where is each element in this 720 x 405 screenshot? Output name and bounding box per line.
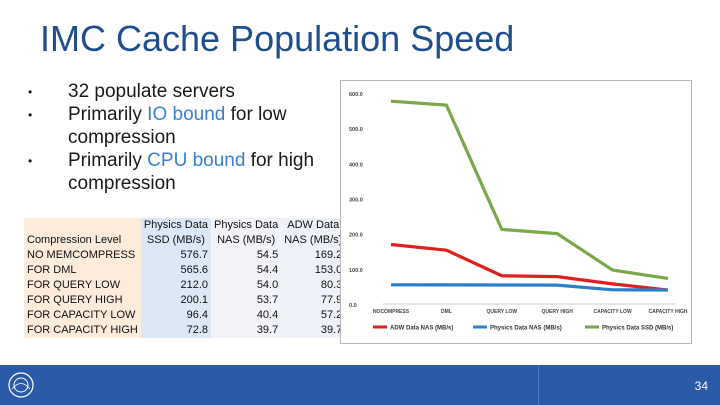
bullet-item: • 32 populate servers [28,80,328,103]
bullet-text: Primarily [68,104,148,125]
table-row: NO MEMCOMPRESS 576.7 54.5 169.2 [24,248,346,263]
table-header-cell: NAS (MB/s) [211,233,282,248]
table-cell: 153.0 [281,263,346,278]
bullet-text: for high compression [68,150,315,194]
table-cell: FOR CAPACITY HIGH [24,323,141,338]
x-tick-label: DML [441,309,452,315]
table-cell: 576.7 [140,248,212,263]
table-row: FOR CAPACITY HIGH 72.8 39.7 39.7 [24,323,346,338]
table-cell: 169.2 [281,248,346,263]
table-header-cell: NAS (MB/s) [281,233,346,248]
table-cell: 40.4 [211,308,282,323]
bullet-highlight: IO bound [147,104,226,125]
table-cell: 80.3 [281,278,346,293]
y-tick-label: 200.0 [349,233,363,239]
legend-label: Physics Data NAS (MB/s) [490,326,562,332]
table-cell: 96.4 [140,308,212,323]
table-cell: 54.5 [211,248,282,263]
series-line [390,99,669,280]
bullet-list: • 32 populate servers • Primarily IO bou… [28,80,328,195]
bullet-marker: • [28,108,33,122]
bullet-text: 32 populate servers [68,81,235,102]
table-header-row: Compression Level SSD (MB/s) NAS (MB/s) … [24,233,346,248]
population-speed-table: Physics Data Physics Data ADW Data Compr… [24,218,346,338]
table-cell: 72.8 [140,323,212,338]
table-header-cell: Compression Level [24,233,141,248]
table-row: FOR QUERY HIGH 200.1 53.7 77.9 [24,293,346,308]
y-tick-label: 0.0 [349,303,357,309]
page-title: IMC Cache Population Speed [40,18,515,59]
bullet-item: • Primarily CPU bound for high compressi… [28,149,328,195]
table-cell: FOR CAPACITY LOW [24,308,141,323]
table-header-row: Physics Data Physics Data ADW Data [24,218,346,233]
bullet-text: Primarily [68,150,148,171]
y-tick-label: 500.0 [349,127,363,133]
footer-divider [538,365,539,405]
x-tick-label: QUERY LOW [487,309,518,315]
y-tick-label: 300.0 [349,198,363,204]
table-cell: 77.9 [281,293,346,308]
table-cell: FOR QUERY HIGH [24,293,141,308]
line-chart-panel: 600.0 500.0 400.0 300.0 200.0 100.0 0.0 NOCOMPR… [340,80,692,344]
page-number: 34 [694,379,708,393]
table-cell: 53.7 [211,293,282,308]
y-tick-label: 100.0 [349,268,363,274]
table-cell: NO MEMCOMPRESS [24,248,141,263]
cern-logo-icon [8,372,34,398]
x-tick-label: QUERY HIGH [541,309,573,315]
table-row: FOR QUERY LOW 212.0 54.0 80.3 [24,278,346,293]
bullet-highlight: CPU bound [147,150,246,171]
table-row: FOR CAPACITY LOW 96.4 40.4 57.2 [24,308,346,323]
table-cell: 57.2 [281,308,346,323]
series-line [390,283,669,292]
table-cell: 54.0 [211,278,282,293]
bullet-item: • Primarily IO bound for low compression [28,103,328,149]
bullet-marker: • [28,154,33,168]
x-tick-label: NOCOMPRESS [373,309,410,315]
table-cell: 565.6 [140,263,212,278]
bullet-marker: • [28,85,33,99]
table-header-cell: SSD (MB/s) [140,233,212,248]
line-chart: 600.0 500.0 400.0 300.0 200.0 100.0 0.0 NOCOMPR… [349,92,688,332]
table-cell: 54.4 [211,263,282,278]
legend-label: ADW Data NAS (MB/s) [390,326,453,332]
table-cell: 39.7 [211,323,282,338]
table-cell: FOR QUERY LOW [24,278,141,293]
table-cell: 200.1 [140,293,212,308]
table-cell: FOR DML [24,263,141,278]
footer-bar: 34 [0,365,720,405]
x-tick-label: CAPACITY HIGH [649,309,688,315]
legend-label: Physics Data SSD (MB/s) [602,326,673,332]
y-tick-label: 400.0 [349,162,363,168]
table-header-cell [24,218,141,233]
table-cell: 212.0 [140,278,212,293]
series-line [390,242,669,292]
table-header-cell: Physics Data [211,218,282,233]
table-cell: 39.7 [281,323,346,338]
x-tick-label: CAPACITY LOW [594,309,632,315]
bullet-text: for low compression [68,104,287,148]
table-row: FOR DML 565.6 54.4 153.0 [24,263,346,278]
table-header-cell: Physics Data [140,218,212,233]
y-tick-label: 600.0 [349,92,363,98]
table-header-cell: ADW Data [281,218,346,233]
